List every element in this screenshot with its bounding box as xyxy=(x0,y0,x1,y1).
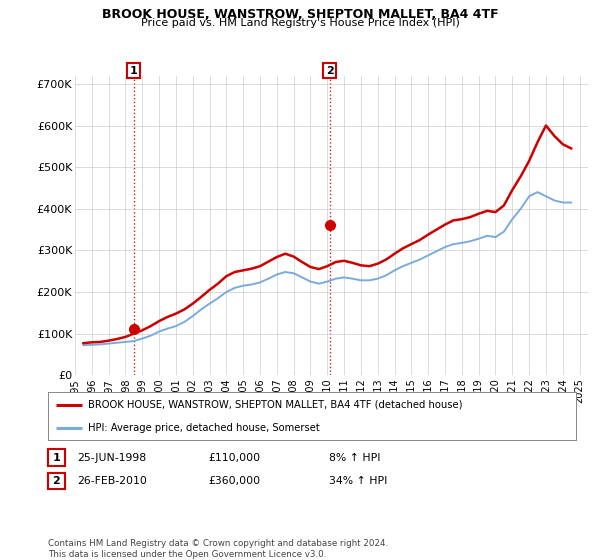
Text: BROOK HOUSE, WANSTROW, SHEPTON MALLET, BA4 4TF: BROOK HOUSE, WANSTROW, SHEPTON MALLET, B… xyxy=(101,8,499,21)
Text: 25-JUN-1998: 25-JUN-1998 xyxy=(77,452,146,463)
Text: 26-FEB-2010: 26-FEB-2010 xyxy=(77,476,146,486)
Text: 2: 2 xyxy=(326,66,334,76)
Text: £360,000: £360,000 xyxy=(209,476,261,486)
Text: 1: 1 xyxy=(53,452,60,463)
Text: Contains HM Land Registry data © Crown copyright and database right 2024.
This d: Contains HM Land Registry data © Crown c… xyxy=(48,539,388,559)
Text: Price paid vs. HM Land Registry's House Price Index (HPI): Price paid vs. HM Land Registry's House … xyxy=(140,18,460,28)
Text: HPI: Average price, detached house, Somerset: HPI: Average price, detached house, Some… xyxy=(88,423,319,433)
Text: £110,000: £110,000 xyxy=(209,452,261,463)
Text: 1: 1 xyxy=(130,66,137,76)
Text: 8% ↑ HPI: 8% ↑ HPI xyxy=(329,452,380,463)
Text: 2: 2 xyxy=(53,476,60,486)
Text: BROOK HOUSE, WANSTROW, SHEPTON MALLET, BA4 4TF (detached house): BROOK HOUSE, WANSTROW, SHEPTON MALLET, B… xyxy=(88,400,462,410)
Text: 34% ↑ HPI: 34% ↑ HPI xyxy=(329,476,387,486)
